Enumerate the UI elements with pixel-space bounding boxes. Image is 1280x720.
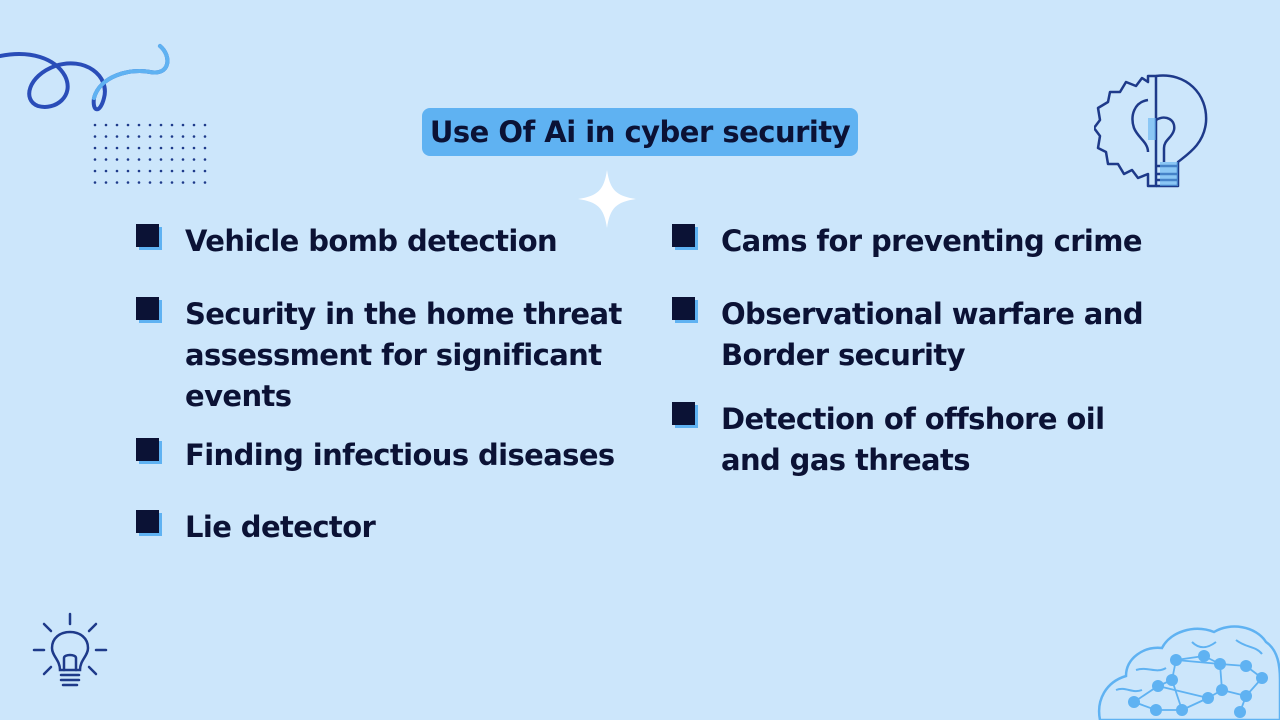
bullet-square-icon [136,297,162,323]
title-banner: Use Of Ai in cyber security [422,108,858,156]
bullet-text: Cams for preventing crime [721,224,1143,258]
bullet-square-icon [136,438,162,464]
bullet-text: Observational warfare and Border securit… [721,297,1144,372]
bullet-square-icon [136,224,162,250]
bullet-text: Detection of offshore oil and gas threat… [721,402,1105,477]
dot-grid-icon [93,123,207,184]
gear-lightbulb-icon [1094,74,1208,188]
bullet-square-icon [672,224,698,250]
bullet-square-icon [672,402,698,428]
brain-network-icon [1097,625,1280,720]
bullet-text: Finding infectious diseases [185,438,615,472]
swirl-icon [0,44,170,112]
list-item: Cams for preventing crime [672,221,1172,262]
bullet-text: Security in the home threat assessment f… [185,297,622,413]
bullet-square-icon [672,297,698,323]
page-title: Use Of Ai in cyber security [429,115,851,149]
list-item: Lie detector [136,507,616,548]
list-item: Observational warfare and Border securit… [672,294,1162,376]
bullet-square-icon [136,510,162,536]
bullet-text: Vehicle bomb detection [185,224,558,258]
lightbulb-icon [32,612,108,687]
list-item: Detection of offshore oil and gas threat… [672,399,1172,481]
list-item: Vehicle bomb detection [136,221,616,262]
bullet-text: Lie detector [185,510,376,544]
sparkle-icon [578,170,636,228]
list-item: Security in the home threat assessment f… [136,294,626,417]
list-item: Finding infectious diseases [136,435,616,476]
